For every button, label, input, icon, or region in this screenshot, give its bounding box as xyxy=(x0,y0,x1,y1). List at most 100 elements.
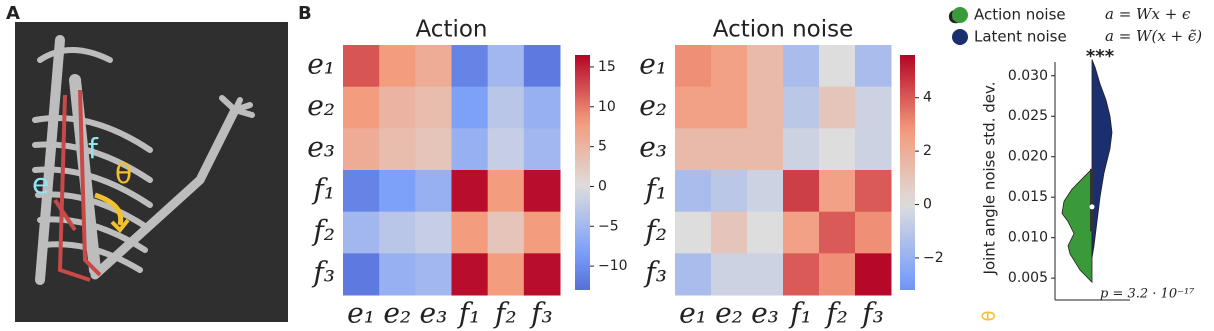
heatmap-cell xyxy=(451,86,489,129)
heatmap-cell xyxy=(523,253,561,296)
heatmap-cell xyxy=(855,211,892,254)
heatmap-cell xyxy=(675,211,712,254)
heatmap-cell xyxy=(415,86,452,129)
row-label: e₃ xyxy=(639,131,667,164)
heatmap-cell xyxy=(523,45,561,88)
row-label: e₁ xyxy=(307,47,335,80)
heatmap-cell xyxy=(711,86,748,129)
column-label: f₃ xyxy=(860,297,884,330)
heatmap-cell xyxy=(855,253,892,296)
row-label: f₃ xyxy=(643,256,667,289)
column-label: e₂ xyxy=(383,297,411,330)
row-label: f₂ xyxy=(311,214,335,247)
row-label: f₁ xyxy=(643,172,667,205)
column-label: e₁ xyxy=(679,297,707,330)
heatmap-cell xyxy=(487,128,525,171)
y-tick-label: 0.010 xyxy=(1008,230,1048,246)
row-label: e₃ xyxy=(307,131,335,164)
chart-title: Action xyxy=(415,17,487,43)
row-label: f₁ xyxy=(311,172,335,205)
heatmap-cell xyxy=(379,45,416,88)
heatmap-cell xyxy=(675,128,712,171)
heatmap-cell xyxy=(855,128,892,171)
row-label: e₁ xyxy=(639,47,667,80)
heatmap-cell xyxy=(415,253,452,296)
colorbar xyxy=(900,55,915,290)
heatmap-cell xyxy=(783,128,820,171)
heatmap-cell xyxy=(855,86,892,129)
colorbar xyxy=(575,55,590,290)
row-label: f₂ xyxy=(643,214,667,247)
heatmap-cell xyxy=(747,45,784,88)
y-axis-symbol: θ xyxy=(979,310,1000,321)
heatmap-cell xyxy=(379,170,416,213)
image-label: f xyxy=(88,132,99,165)
heatmap-cell xyxy=(487,86,525,129)
heatmap-cell xyxy=(487,45,525,88)
image-label: θ xyxy=(115,157,132,190)
heatmap-cell xyxy=(675,45,712,88)
heatmap-cell xyxy=(747,128,784,171)
heatmap-cell xyxy=(711,253,748,296)
colorbar-tick-label: 0 xyxy=(598,178,607,194)
heatmap-cell xyxy=(675,170,712,213)
heatmap-cell xyxy=(855,170,892,213)
colorbar-tick-label: 0 xyxy=(923,197,932,213)
heatmap-cell xyxy=(415,211,452,254)
heatmap-cell xyxy=(747,253,784,296)
heatmap-cell xyxy=(451,170,489,213)
row-label: e₂ xyxy=(639,89,667,122)
legend-marker xyxy=(952,29,968,45)
heatmap-cell xyxy=(855,45,892,88)
violin-half xyxy=(1061,167,1093,284)
heatmap-cell xyxy=(711,211,748,254)
heatmap-cell xyxy=(819,211,856,254)
y-tick-label: 0.020 xyxy=(1008,149,1048,165)
legend-label: Latent noise xyxy=(974,28,1067,46)
heatmap-cell xyxy=(747,170,784,213)
heatmap-cell xyxy=(783,211,820,254)
column-label: f₂ xyxy=(493,297,517,330)
heatmap-cell xyxy=(523,170,561,213)
row-label: f₃ xyxy=(311,256,335,289)
heatmap-cell xyxy=(343,211,380,254)
heatmap-cell xyxy=(487,253,525,296)
heatmap-cell xyxy=(523,128,561,171)
colorbar-tick-label: 5 xyxy=(598,139,607,155)
column-label: e₃ xyxy=(751,297,779,330)
column-label: f₁ xyxy=(788,297,812,330)
colorbar-tick-label: 10 xyxy=(598,99,616,115)
heatmap-cell xyxy=(675,86,712,129)
panel-label: B xyxy=(298,3,312,24)
colorbar-tick-label: −5 xyxy=(598,218,619,234)
heatmap-cell xyxy=(379,128,416,171)
heatmap-cell xyxy=(783,45,820,88)
heatmap-cell xyxy=(451,45,489,88)
heatmap-cell xyxy=(343,86,380,129)
colorbar-tick-label: 4 xyxy=(923,90,932,106)
violin-half xyxy=(1091,59,1113,258)
heatmap-cell xyxy=(451,253,489,296)
heatmap-cell xyxy=(819,86,856,129)
column-label: e₃ xyxy=(420,297,448,330)
column-label: f₁ xyxy=(457,297,481,330)
skeleton-image xyxy=(15,22,288,322)
heatmap-cell xyxy=(451,211,489,254)
heatmap-cell xyxy=(819,170,856,213)
heatmap-cell xyxy=(487,170,525,213)
heatmap-cell xyxy=(711,45,748,88)
column-label: f₂ xyxy=(824,297,848,330)
row-label: e₂ xyxy=(307,89,335,122)
heatmap-cell xyxy=(379,211,416,254)
significance: *** xyxy=(1086,46,1115,67)
y-tick-label: 0.015 xyxy=(1008,189,1048,205)
heatmap-cell xyxy=(379,253,416,296)
column-label: f₃ xyxy=(529,297,553,330)
heatmap-cell xyxy=(451,128,489,171)
legend-equation: a = Wx + ϵ xyxy=(1105,5,1191,23)
heatmap-cell xyxy=(487,211,525,254)
y-tick-label: 0.005 xyxy=(1008,270,1048,286)
heatmap-cell xyxy=(415,170,452,213)
